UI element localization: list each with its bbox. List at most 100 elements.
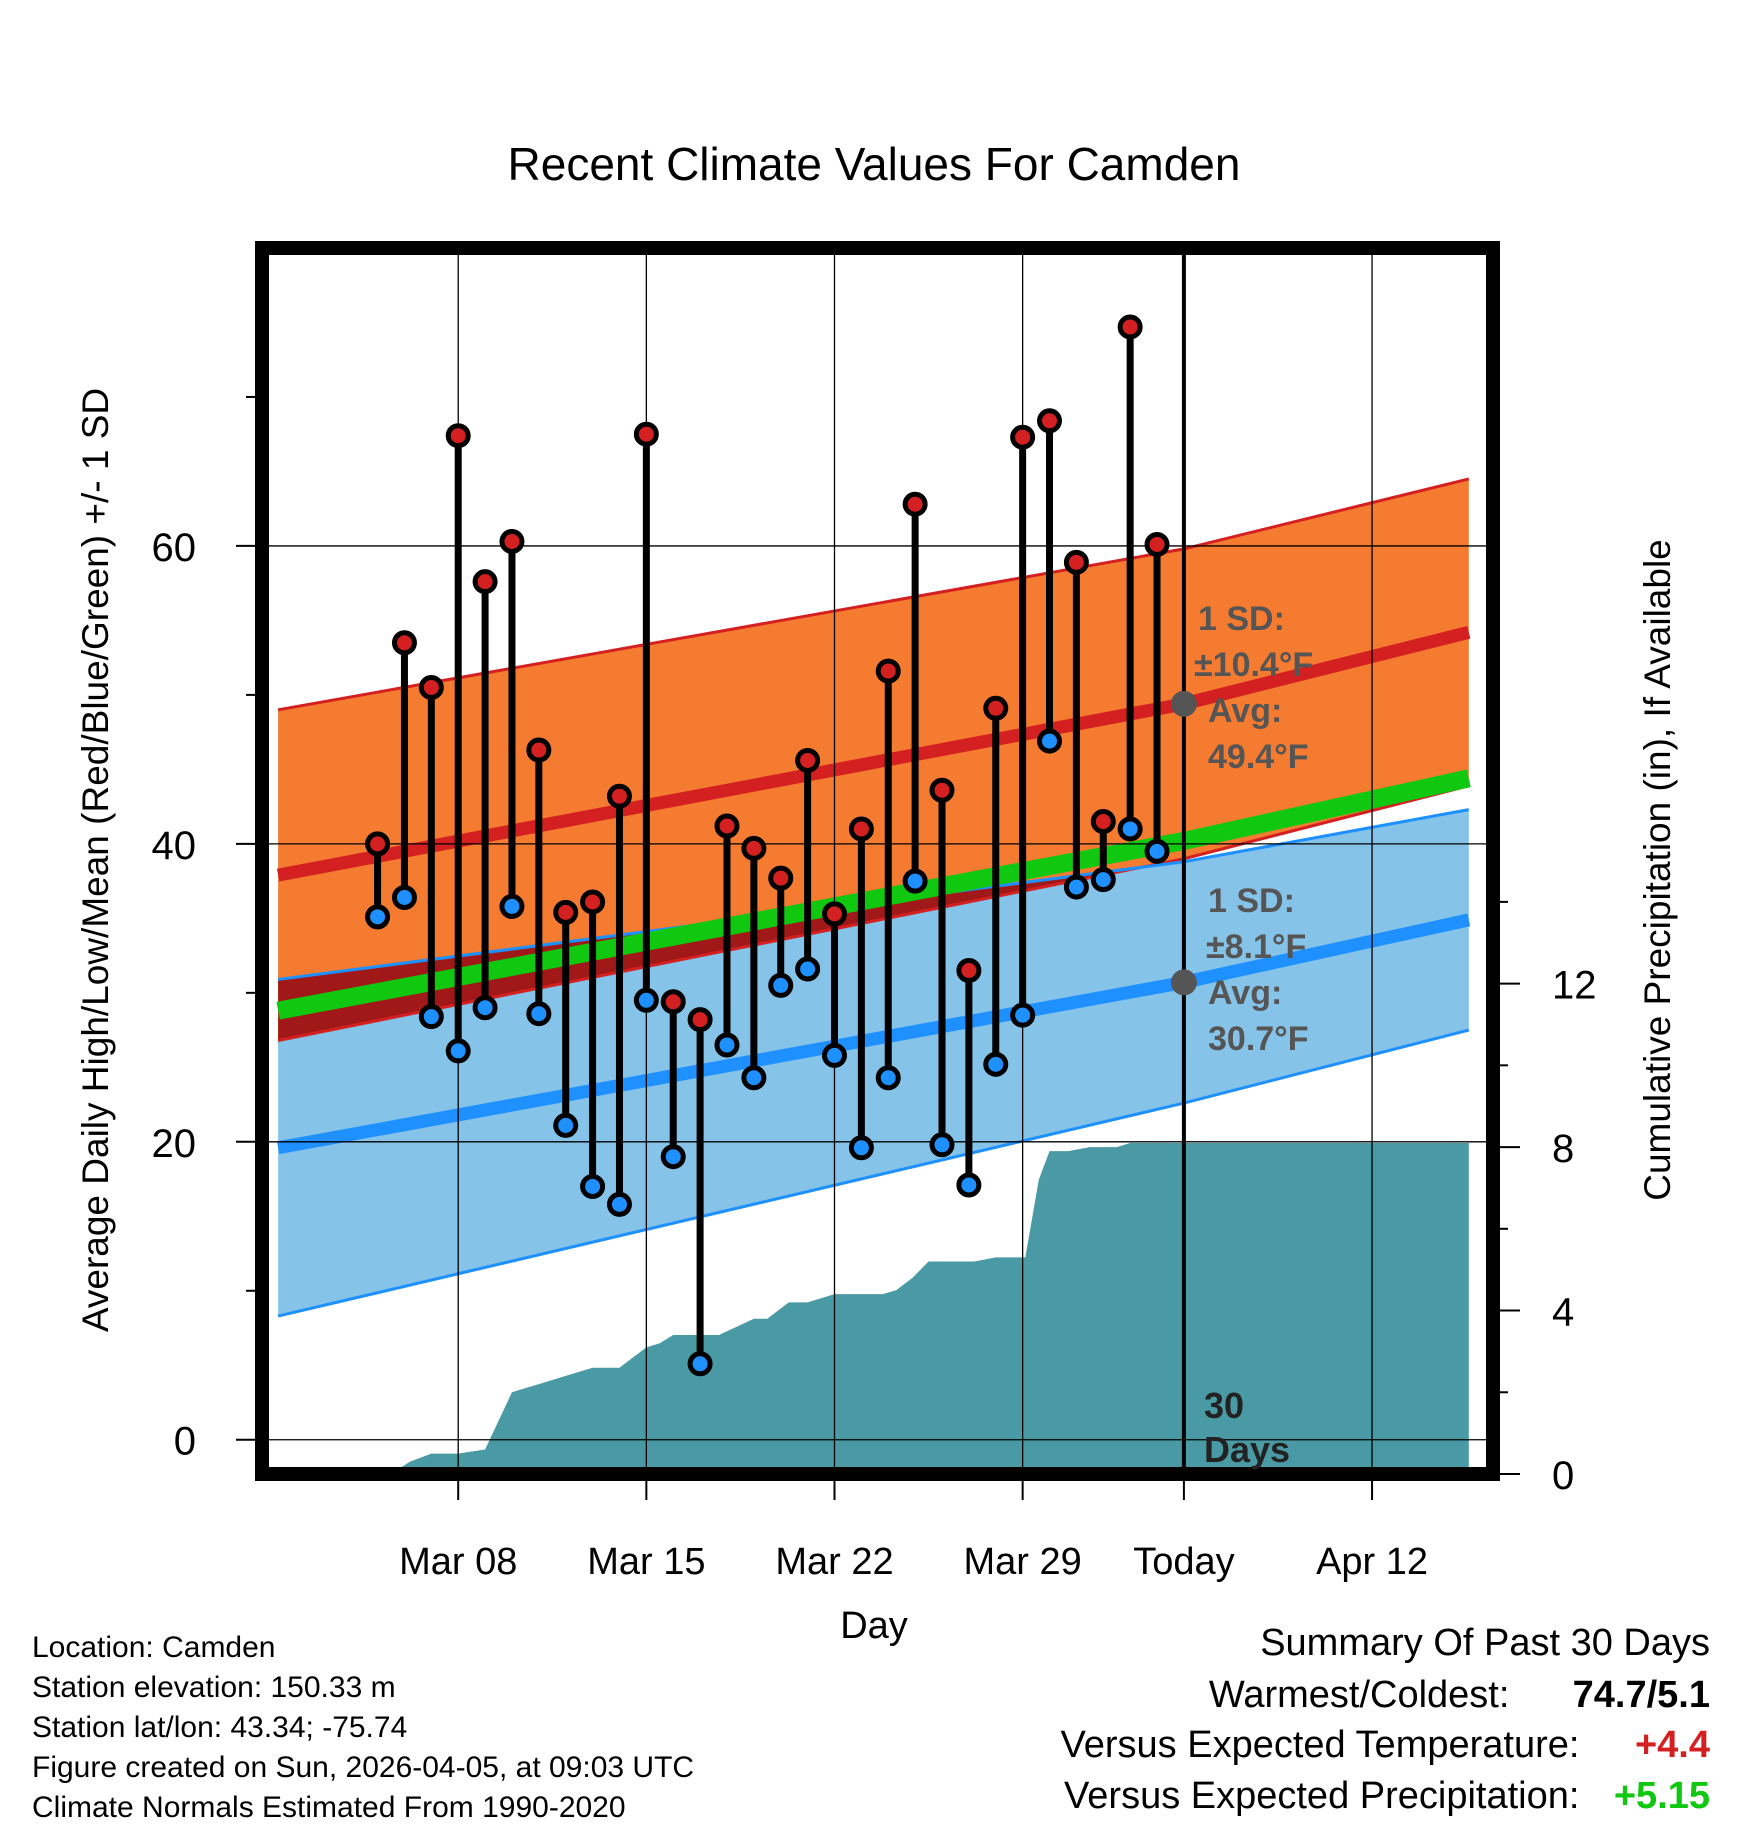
daily-high-point xyxy=(821,901,847,927)
daily-low-point xyxy=(929,1132,955,1158)
created-text: Figure created on Sun, 2026-04-05, at 09… xyxy=(32,1751,695,1784)
summary-precip-row: Versus Expected Precipitation: +5.15 xyxy=(1064,1775,1710,1818)
daily-high-point xyxy=(1063,549,1089,575)
summary-warm-cold-row: Warmest/Coldest: 74.7/5.1 xyxy=(1209,1674,1710,1717)
daily-high-point xyxy=(606,783,632,809)
daily-high-point xyxy=(499,528,525,554)
low-sd-band xyxy=(278,809,1469,1317)
x-tick-label: Mar 08 xyxy=(399,1541,517,1583)
y2-tick-label: 12 xyxy=(1552,964,1597,1008)
daily-high-point xyxy=(875,658,901,684)
daily-high-point xyxy=(633,421,659,447)
latlon-text: Station lat/lon: 43.34; -75.74 xyxy=(32,1711,408,1744)
daily-high-point xyxy=(418,674,444,700)
daily-high-point xyxy=(660,989,686,1015)
daily-low-point xyxy=(391,884,417,910)
daily-low-point xyxy=(660,1144,686,1170)
daily-low-point xyxy=(795,956,821,982)
precip-label: Versus Expected Precipitation: xyxy=(1064,1775,1580,1817)
daily-low-point xyxy=(821,1042,847,1068)
daily-low-point xyxy=(472,995,498,1021)
daily-low-point xyxy=(1037,728,1063,754)
daily-high-point xyxy=(1144,531,1170,557)
y-tick-label: 20 xyxy=(152,1122,197,1166)
daily-high-point xyxy=(365,831,391,857)
chart-title: Recent Climate Values For Camden xyxy=(508,138,1241,190)
daily-low-point xyxy=(848,1135,874,1161)
daily-high-point xyxy=(768,865,794,891)
daily-low-point xyxy=(526,1001,552,1027)
daily-low-point xyxy=(1090,867,1116,893)
high-avg-label: Avg: xyxy=(1208,692,1282,730)
today-low-normal-marker xyxy=(1170,969,1197,996)
daily-high-point xyxy=(553,899,579,925)
precip-value: +5.15 xyxy=(1613,1775,1710,1817)
y-tick-label: 40 xyxy=(152,824,197,868)
x-tick-label: Mar 29 xyxy=(963,1541,1081,1583)
x-tick-label: Mar 15 xyxy=(587,1541,705,1583)
daily-low-point xyxy=(875,1065,901,1091)
daily-low-point xyxy=(499,893,525,919)
daily-low-point xyxy=(983,1051,1009,1077)
summary-temp-row: Versus Expected Temperature: +4.4 xyxy=(1061,1724,1710,1767)
daily-low-point xyxy=(580,1173,606,1199)
temp-value: +4.4 xyxy=(1634,1724,1710,1766)
warm-cold-label: Warmest/Coldest: xyxy=(1208,1674,1510,1716)
daily-high-point xyxy=(848,816,874,842)
daily-low-point xyxy=(1010,1002,1036,1028)
daily-low-point xyxy=(553,1112,579,1138)
low-sd-value: ±8.1°F xyxy=(1206,928,1306,966)
warm-cold-value: 74.7/5.1 xyxy=(1572,1674,1710,1716)
daily-low-point xyxy=(633,987,659,1013)
y2-tick-label: 8 xyxy=(1552,1127,1574,1171)
x-axis-label: Day xyxy=(840,1605,908,1647)
daily-high-point xyxy=(1090,809,1116,835)
daily-low-point xyxy=(741,1065,767,1091)
daily-high-point xyxy=(687,1007,713,1033)
x-tick-label: Today xyxy=(1133,1541,1234,1583)
daily-high-point xyxy=(1037,408,1063,434)
window-unit: Days xyxy=(1204,1429,1290,1470)
daily-high-point xyxy=(391,630,417,656)
daily-high-point xyxy=(445,423,471,449)
daily-low-point xyxy=(606,1191,632,1217)
daily-high-point xyxy=(1010,424,1036,450)
daily-low-point xyxy=(445,1038,471,1064)
daily-low-point xyxy=(956,1172,982,1198)
daily-low-point xyxy=(418,1004,444,1030)
location-text: Location: Camden xyxy=(32,1631,276,1664)
daily-low-point xyxy=(687,1351,713,1377)
y2-tick-label: 0 xyxy=(1552,1454,1574,1498)
window-number: 30 xyxy=(1204,1385,1244,1426)
daily-high-point xyxy=(929,777,955,803)
daily-high-point xyxy=(714,813,740,839)
low-avg-label: Avg: xyxy=(1208,974,1282,1012)
y2-tick-label: 4 xyxy=(1552,1291,1574,1335)
y2-axis-label: Cumulative Precipitation (in), If Availa… xyxy=(1637,539,1678,1201)
daily-high-point xyxy=(741,835,767,861)
plot-frame xyxy=(255,241,1500,1481)
y-tick-label: 60 xyxy=(152,526,197,570)
x-tick-label: Apr 12 xyxy=(1316,1541,1428,1583)
y-axis-label: Average Daily High/Low/Mean (Red/Blue/Gr… xyxy=(75,388,116,1332)
daily-high-point xyxy=(902,491,928,517)
daily-low-point xyxy=(714,1032,740,1058)
daily-low-point xyxy=(1063,874,1089,900)
low-avg-value: 30.7°F xyxy=(1208,1020,1309,1058)
daily-low-point xyxy=(1144,838,1170,864)
daily-low-point xyxy=(365,904,391,930)
high-sd-value: ±10.4°F xyxy=(1194,646,1313,684)
temp-label: Versus Expected Temperature: xyxy=(1060,1724,1580,1766)
elevation-text: Station elevation: 150.33 m xyxy=(32,1671,396,1704)
low-sd-label: 1 SD: xyxy=(1208,882,1295,920)
daily-high-point xyxy=(580,889,606,915)
precip-area xyxy=(391,1142,1469,1474)
daily-high-point xyxy=(1117,314,1143,340)
today-high-normal-marker xyxy=(1170,690,1197,717)
high-avg-value: 49.4°F xyxy=(1208,738,1309,776)
daily-low-point xyxy=(768,972,794,998)
summary-title: Summary Of Past 30 Days xyxy=(1260,1622,1710,1664)
daily-high-point xyxy=(983,695,1009,721)
daily-low-point xyxy=(1117,816,1143,842)
